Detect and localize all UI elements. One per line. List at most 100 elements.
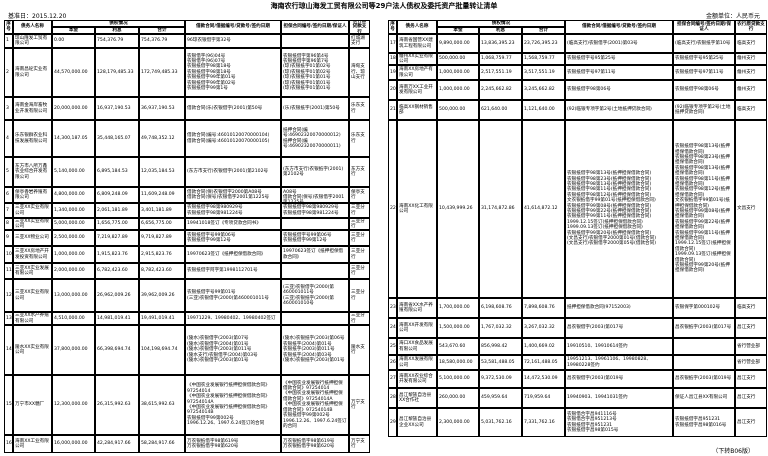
table-cell-debtor: 东方市八所万鑫农业综合开发有限公司 [13,157,52,187]
table-cell-total: 49,748,352.12 [139,120,185,157]
table-cell-interest: 26,315,992.63 [95,375,139,435]
table-cell-contract: 农银抵借字号99第06号 农银抵借字99第12号 [185,230,281,246]
table-cell-contract: 农银抵借字98第980929号 农银抵借字98第981224号 [185,203,281,218]
table-cell-interest: 6,782,423.60 [95,263,139,279]
table-cell-total: 6,656,775.00 [139,218,185,230]
header-debtor: 债务人名称 [13,20,52,34]
table-cell-guarantee [673,355,735,370]
table-cell-interest: 2,517,551.19 [479,65,522,80]
table-cell-principal: 2,300,000.00 [437,408,479,437]
header-debtor: 债务人名称 [397,20,437,34]
table-cell-contract: 昌农银借字(2003)第017号 [565,318,673,338]
table-cell-principal: 14,300,187.05 [52,120,95,157]
table-cell-interest: 31,174,872.86 [479,120,522,298]
table-cell-total: 3,267,032.32 [522,318,565,338]
table-cell-contract: 19970623签订《抵押担保借款合同》 [185,246,281,263]
table-cell-total: 72,161,488.05 [522,355,565,370]
table-cell-debtor: 乐东银群农业科技发展有限公司 [13,120,52,157]
header-total: 合计 [522,27,565,34]
table-cell-debtor: 琼山隆发工贸有限公司 [13,34,52,48]
table-cell-total: 1,568,759.77 [522,53,565,65]
table-cell-branch: 三亚分行 [349,246,370,263]
table-cell-seq: 11 [4,263,13,279]
table-cell-contract: (92)临银专项字第2号(土地抵押贷款合同) [565,100,673,120]
table-cell-debtor: 海南XX房地产有限公司 [397,65,437,80]
table-cell-debtor: 海南XX农业综合开发有限公司 [397,370,437,388]
table-cell-guarantee: 昌农银抵字(2003)第017号 [673,318,735,338]
table-cell-guarantee: 万农银抵借字98第619号 万农银抵借字98第620号 [281,435,349,453]
table-cell-total: 41,614,872.12 [522,120,565,298]
table-cell-guarantee: 农银保字第000102号 [673,298,735,318]
table-cell-branch: 乐东支行 [349,97,370,120]
table-cell-branch: 保亭支行 [349,187,370,203]
table-cell-seq: 5 [4,157,13,187]
table-cell-total: 39,962,009.26 [139,279,185,312]
table-cell-total: 1,400,669.02 [522,338,565,355]
table-cell-debtor: 三亚XX水产养殖有限公司 [13,312,52,325]
table-cell-seq: 12 [4,279,13,312]
table-cell-seq: 8 [4,218,13,230]
table-cell-total: 23,726,395.23 [522,34,565,53]
header-principal: 本金 [437,27,479,34]
table-cell-contract: 19941018签订《专项贷款合同书》 [185,218,281,230]
table-cell-principal: 1,340,000.00 [52,203,95,218]
table-cell-branch: 省行营业部 [735,338,767,355]
table-cell-guarantee: (陵水)农银抵字(2003)第06号 农银抵字(2004)第01号 农银抵字(2… [281,325,349,375]
table-cell-principal: 1,000,000.00 [437,80,479,100]
table-cell-branch: 省行营业部 [735,355,767,370]
table-cell-interest: 13,836,395.23 [479,34,522,53]
table-cell-principal: 13,000,000.00 [52,279,95,312]
table-cell-seq: 28 [388,388,397,408]
table-cell-guarantee [281,312,349,325]
table-cell-total: 19,491,019.41 [139,312,185,325]
table-cell-contract: 96琼农银借字第32号 [185,34,281,48]
table-cell-principal: 37,800,000.00 [52,325,95,375]
table-cell-branch: 临高支行 [735,34,767,53]
table-cell-branch: 三亚分行 [349,203,370,218]
table-cell-debtor: 海南XX发展有限公司 [397,355,437,370]
table-cell-principal: 12,300,000.00 [52,375,95,435]
table-cell-seq: 17 [388,34,397,53]
table-cell-interest: 1,068,759.77 [479,53,522,65]
table-cell-contract: 19910510、19910614签约 [565,338,673,355]
table-cell-guarantee: (乐)农银抵字(2001)第50号 [281,97,349,120]
table-cell-branch: 文昌支行 [735,120,767,298]
table-cell-debtor: 三亚XX实业有限公司 [13,218,52,230]
table-cell-principal: 2,500,000.00 [52,230,95,246]
continued-note: （下转B06版） [712,448,754,455]
table-cell-total: 9,719,827.89 [139,230,185,246]
table-cell-debtor: 海南XX化工有限公司 [397,120,437,298]
header-contract: 借款合同/借据编号/贷款号/签约日期 [565,20,673,34]
header-branch: 农行原贷款支行 [735,20,767,34]
table-cell-seq: 24 [388,318,397,338]
table-cell-contract: (东方市支行)农银借字(2001)第2102号 [185,157,281,187]
table-cell-principal: 5,100,000.00 [437,370,479,388]
table-cell-branch: 儋州支行 [735,53,767,65]
table-cell-total: 7,331,762.16 [522,408,565,437]
table-cell-branch: 东方支行 [349,157,370,187]
table-cell-contract: 借款合同(保)农银借字2000第A08号 借款合同(保号)农银借字2001第12… [185,187,281,203]
table-cell-debtor: 海南XX工业有限公司 [13,435,52,453]
table-cell-principal: 5,000,000.00 [52,218,95,230]
table-cell-interest: 53,581,488.05 [479,355,522,370]
header-interest: 利息 [479,27,522,34]
table-cell-contract: 万农银抵借字98第619号 万农银抵借字98第620号 [185,435,281,453]
table-cell-contract: 抵押担保借款合同(97152003) [565,298,673,318]
table-cell-total: 7,898,608.76 [522,298,565,318]
table-cell-seq: 25 [388,338,397,355]
table-cell-guarantee: (临高支行)农银抵字第10号 [673,34,735,53]
table-cell-interest: 9,372,530.09 [479,370,522,388]
table-cell-principal: 1,700,000.00 [437,298,479,318]
table-cell-total: 2,915,823.76 [139,246,185,263]
table-cell-guarantee [281,218,349,230]
table-cell-principal: 18,580,000.00 [437,355,479,370]
table-cell-principal: 1,000,000.00 [52,246,95,263]
table-cell-branch: 儋州支行 [735,80,767,100]
table-cell-interest: 459,959.64 [479,388,522,408]
table-cell-guarantee: 抵押合同(编号:46902320070000012) 抵押合同(编号:46902… [281,120,349,157]
table-cell-seq: 9 [4,230,13,246]
table-cell-principal: 44,570,000.00 [52,48,95,97]
header-claim: 债权情况 [52,20,185,27]
table-cell-interest: 2,061,181.89 [95,203,139,218]
table-cell-total: 3,401,181.89 [139,203,185,218]
